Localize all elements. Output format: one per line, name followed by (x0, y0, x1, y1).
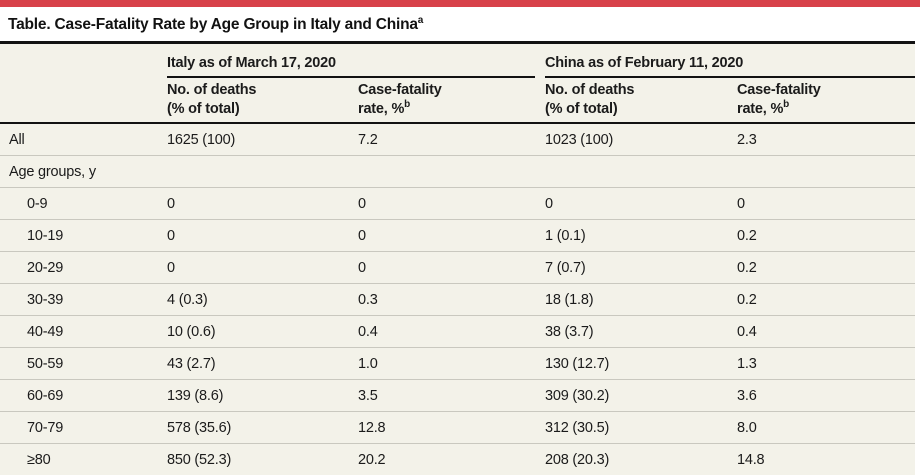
cell-china-deaths: 130 (12.7) (545, 355, 610, 372)
cell-china-deaths: 312 (30.5) (545, 419, 610, 436)
cell-italy-deaths: 4 (0.3) (167, 291, 208, 308)
journal-accent-bar (0, 0, 920, 7)
cell-china-rate: 14.8 (737, 451, 765, 468)
row-label: 50-59 (27, 355, 64, 372)
table-row-80-plus: ≥80 850 (52.3) 20.2 208 (20.3) 14.8 (0, 443, 915, 475)
cell-china-deaths: 1 (0.1) (545, 227, 586, 244)
cell-italy-rate: 12.8 (358, 419, 386, 436)
cell-china-rate: 0.2 (737, 227, 757, 244)
row-label: 10-19 (27, 227, 64, 244)
column-header-china-deaths: No. of deaths (% of total) (545, 81, 737, 118)
cell-china-rate: 0.2 (737, 259, 757, 276)
table-row-30-39: 30-39 4 (0.3) 0.3 18 (1.8) 0.2 (0, 283, 915, 315)
column-group-header-row: Italy as of March 17, 2020 China as of F… (0, 44, 915, 78)
column-header-line1: No. of deaths (167, 82, 257, 99)
cell-china-deaths: 0 (545, 195, 553, 212)
column-footnote-mark: b (404, 99, 411, 111)
cell-italy-rate: 20.2 (358, 451, 386, 468)
cell-china-rate: 1.3 (737, 355, 757, 372)
table-title: Table. Case-Fatality Rate by Age Group i… (8, 14, 424, 33)
row-label: 60-69 (27, 387, 64, 404)
table-row-70-79: 70-79 578 (35.6) 12.8 312 (30.5) 8.0 (0, 411, 915, 443)
row-label: 0-9 (27, 195, 48, 212)
column-footnote-mark: b (783, 99, 790, 111)
row-label: Age groups, y (9, 163, 96, 180)
cell-italy-rate: 0 (358, 227, 366, 244)
cell-italy-rate: 3.5 (358, 387, 378, 404)
cell-italy-rate: 0.4 (358, 323, 378, 340)
cell-italy-deaths: 10 (0.6) (167, 323, 216, 340)
cell-china-rate: 0 (737, 195, 745, 212)
column-header-line2: rate, %b (358, 99, 411, 117)
cell-italy-deaths: 0 (167, 195, 175, 212)
cell-italy-deaths: 578 (35.6) (167, 419, 232, 436)
cell-china-deaths: 208 (20.3) (545, 451, 610, 468)
column-header-line1: No. of deaths (545, 82, 635, 99)
column-group-china: China as of February 11, 2020 (545, 55, 915, 78)
cell-italy-rate: 1.0 (358, 355, 378, 372)
cell-italy-rate: 0 (358, 195, 366, 212)
cell-italy-rate: 7.2 (358, 131, 378, 148)
cell-china-deaths: 309 (30.2) (545, 387, 610, 404)
cell-china-rate: 2.3 (737, 131, 757, 148)
header-body-rule (0, 122, 915, 124)
case-fatality-table: Italy as of March 17, 2020 China as of F… (0, 44, 915, 475)
top-rule (0, 41, 915, 44)
column-header-line1: Case-fatality (737, 82, 821, 99)
row-label: All (9, 131, 25, 148)
cell-italy-rate: 0 (358, 259, 366, 276)
column-header-line1: Case-fatality (358, 82, 442, 99)
column-header-italy-deaths: No. of deaths (% of total) (167, 81, 358, 118)
table-row-all: All 1625 (100) 7.2 1023 (100) 2.3 (0, 124, 915, 155)
title-footnote-mark: a (417, 14, 424, 26)
table-row-10-19: 10-19 0 0 1 (0.1) 0.2 (0, 219, 915, 251)
table-section-row-age-groups: Age groups, y (0, 155, 915, 187)
cell-italy-deaths: 1625 (100) (167, 131, 236, 148)
cell-china-rate: 0.2 (737, 291, 757, 308)
row-label: 30-39 (27, 291, 64, 308)
cell-china-deaths: 38 (3.7) (545, 323, 594, 340)
column-header-china-rate: Case-fatality rate, %b (737, 81, 915, 118)
column-header-line2: (% of total) (545, 101, 618, 117)
table-row-20-29: 20-29 0 0 7 (0.7) 0.2 (0, 251, 915, 283)
cell-italy-deaths: 0 (167, 227, 175, 244)
table-title-text: Table. Case-Fatality Rate by Age Group i… (8, 16, 418, 33)
column-header-line2: rate, %b (737, 99, 790, 117)
row-label: 70-79 (27, 419, 64, 436)
cell-china-rate: 3.6 (737, 387, 757, 404)
cell-china-rate: 0.4 (737, 323, 757, 340)
table-title-block: Table. Case-Fatality Rate by Age Group i… (0, 7, 920, 41)
cell-italy-deaths: 43 (2.7) (167, 355, 216, 372)
cell-italy-deaths: 0 (167, 259, 175, 276)
column-header-row: No. of deaths (% of total) Case-fatality… (0, 78, 915, 122)
cell-italy-rate: 0.3 (358, 291, 378, 308)
column-header-italy-rate: Case-fatality rate, %b (358, 81, 545, 118)
column-group-italy: Italy as of March 17, 2020 (167, 55, 535, 78)
table-row-0-9: 0-9 0 0 0 0 (0, 187, 915, 219)
cell-china-deaths: 1023 (100) (545, 131, 614, 148)
column-header-line2: (% of total) (167, 101, 240, 117)
cell-china-rate: 8.0 (737, 419, 757, 436)
cell-china-deaths: 7 (0.7) (545, 259, 586, 276)
cell-italy-deaths: 139 (8.6) (167, 387, 224, 404)
row-label: 20-29 (27, 259, 64, 276)
table-row-60-69: 60-69 139 (8.6) 3.5 309 (30.2) 3.6 (0, 379, 915, 411)
row-label: ≥80 (27, 451, 51, 468)
cell-italy-deaths: 850 (52.3) (167, 451, 232, 468)
cell-china-deaths: 18 (1.8) (545, 291, 594, 308)
table-row-40-49: 40-49 10 (0.6) 0.4 38 (3.7) 0.4 (0, 315, 915, 347)
table-row-50-59: 50-59 43 (2.7) 1.0 130 (12.7) 1.3 (0, 347, 915, 379)
row-label: 40-49 (27, 323, 64, 340)
